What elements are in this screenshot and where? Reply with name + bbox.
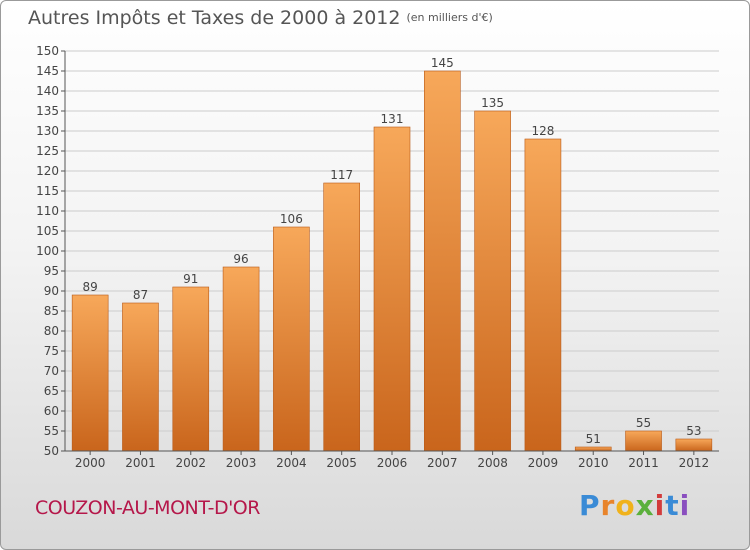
proxiti-logo: Proxiti <box>579 489 691 522</box>
y-tick-label: 95 <box>44 264 59 278</box>
x-tick-label: 2006 <box>377 456 408 470</box>
commune-name: COUZON-AU-MONT-D'OR <box>35 497 260 519</box>
x-axis: 2000 2001 2002 2003 2004 2005 2006 2007 2008 2009… <box>65 450 719 470</box>
data-label: 128 <box>531 124 554 138</box>
x-tick-label: 2011 <box>628 456 659 470</box>
y-tick-label: 75 <box>44 344 59 358</box>
data-label: 89 <box>83 280 98 294</box>
y-tick-label: 100 <box>36 244 59 258</box>
chart-unit: (en milliers d'€) <box>406 11 493 24</box>
x-tick-label: 2008 <box>477 456 508 470</box>
bar <box>71 294 109 452</box>
y-tick-label: 130 <box>36 124 59 138</box>
y-tick-label: 85 <box>44 304 59 318</box>
data-label: 51 <box>586 432 601 446</box>
data-label: 145 <box>431 56 454 70</box>
bar <box>373 126 411 452</box>
bar <box>424 70 461 452</box>
bar <box>172 286 210 452</box>
y-tick-label: 105 <box>36 224 59 238</box>
x-tick-label: 2009 <box>528 456 559 470</box>
x-tick-label: 2000 <box>75 456 106 470</box>
y-tick-label: 65 <box>44 384 59 398</box>
x-tick-label: 2012 <box>679 456 710 470</box>
x-tick-label: 2007 <box>427 456 458 470</box>
data-label: 91 <box>183 272 198 286</box>
data-labels: 89 87 91 96 106 117 131 145 135 128 51 55 53 <box>83 56 702 446</box>
y-tick-label: 60 <box>44 404 59 418</box>
x-tick-label: 2004 <box>276 456 307 470</box>
y-tick-label: 120 <box>36 164 59 178</box>
y-tick-label: 50 <box>44 444 59 458</box>
y-axis: 50 55 60 65 70 75 80 85 90 95 100 105 110 115 120 125 13… <box>36 44 66 458</box>
y-tick-label: 145 <box>36 64 59 78</box>
chart-title-text: Autres Impôts et Taxes de 2000 à 2012 <box>28 7 401 29</box>
bar <box>524 138 562 452</box>
y-tick-label: 80 <box>44 324 59 338</box>
data-label: 117 <box>330 168 353 182</box>
bar <box>675 438 713 452</box>
x-tick-label: 2002 <box>175 456 206 470</box>
y-tick-label: 125 <box>36 144 59 158</box>
bars <box>71 70 713 452</box>
bar <box>273 226 310 452</box>
y-tick-label: 115 <box>36 184 59 198</box>
y-tick-label: 150 <box>36 44 59 58</box>
bar <box>625 430 662 452</box>
data-label: 55 <box>636 416 651 430</box>
data-label: 135 <box>481 96 504 110</box>
bar <box>122 302 159 452</box>
y-tick-label: 70 <box>44 364 59 378</box>
x-tick-label: 2003 <box>226 456 257 470</box>
y-tick-label: 140 <box>36 84 59 98</box>
data-label: 131 <box>381 112 404 126</box>
x-tick-label: 2010 <box>578 456 609 470</box>
y-tick-label: 90 <box>44 284 59 298</box>
chart-title: Autres Impôts et Taxes de 2000 à 2012 (en… <box>28 7 493 29</box>
data-label: 96 <box>233 252 248 266</box>
data-label: 87 <box>133 288 148 302</box>
y-tick-label: 55 <box>44 424 59 438</box>
data-label: 53 <box>686 424 701 438</box>
y-tick-label: 110 <box>36 204 59 218</box>
x-tick-label: 2005 <box>326 456 357 470</box>
y-tick-label: 135 <box>36 104 59 118</box>
bar <box>574 446 612 452</box>
data-label: 106 <box>280 212 303 226</box>
bar <box>222 266 260 452</box>
bar <box>323 182 360 452</box>
x-tick-label: 2001 <box>125 456 156 470</box>
bar <box>474 110 511 452</box>
